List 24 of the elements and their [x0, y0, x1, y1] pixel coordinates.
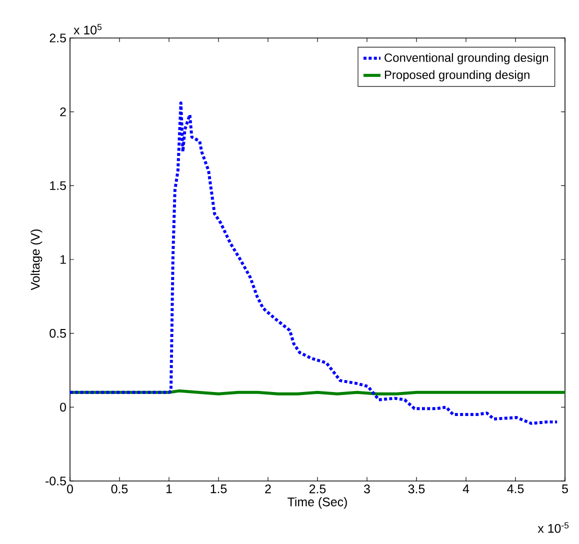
x-tick-label: 1.5	[210, 484, 227, 494]
x-tick-label: 1	[166, 484, 172, 494]
legend-label: Conventional grounding design	[384, 53, 548, 64]
y-tick-label: 0	[60, 402, 66, 412]
x-tick-label: 3.5	[408, 484, 425, 494]
y-tick-label: 1	[60, 255, 66, 264]
x-tick-label: 2.5	[309, 484, 326, 494]
x-tick-label: 2	[265, 484, 271, 494]
y-tick-label: -0.5	[46, 476, 66, 486]
y-axis-title: Voltage (V)	[30, 229, 42, 290]
x-tick-label: 5	[562, 484, 568, 494]
x-tick-label: 3	[364, 484, 370, 494]
x-axis-title: Time (Sec)	[288, 497, 347, 509]
legend-label: Proposed grounding design	[384, 70, 530, 82]
y-tick-label: 1.5	[50, 181, 66, 190]
x-tick-label: 0.5	[111, 484, 128, 494]
x-tick-label: 4.5	[507, 484, 524, 494]
y-tick-label: 2.5	[50, 34, 66, 42]
x-tick-label: 4	[462, 484, 470, 494]
y-tick-label: 2	[60, 107, 66, 116]
y-tick-label: 0.5	[50, 328, 66, 338]
x-tick-label: 0	[67, 484, 73, 494]
text: x 10$^{5}$	[74, 24, 102, 34]
text: x 10$^{-5}$	[538, 522, 569, 533]
